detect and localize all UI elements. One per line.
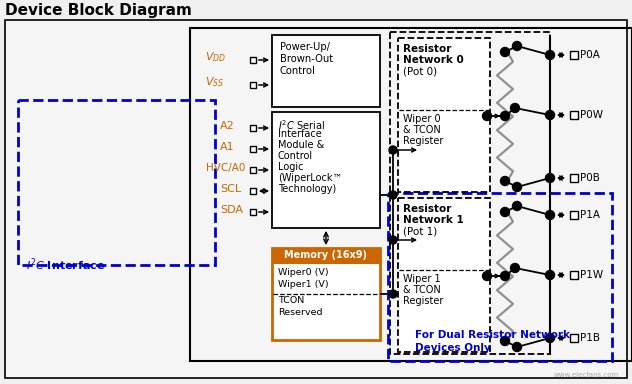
Text: (WiperLock™: (WiperLock™ <box>278 173 343 183</box>
Text: Control: Control <box>280 66 316 76</box>
Circle shape <box>482 111 492 121</box>
Text: Module &: Module & <box>278 140 324 150</box>
Circle shape <box>513 343 521 351</box>
Text: $V_{SS}$: $V_{SS}$ <box>205 75 224 89</box>
Circle shape <box>513 182 521 192</box>
Text: P0B: P0B <box>580 173 600 183</box>
Bar <box>388 193 612 361</box>
Bar <box>250 209 256 215</box>
Bar <box>570 271 578 279</box>
Text: (Pot 1): (Pot 1) <box>403 227 437 237</box>
Text: For Dual Resistor Network: For Dual Resistor Network <box>415 330 570 340</box>
Circle shape <box>545 111 554 119</box>
Text: Control: Control <box>278 151 313 161</box>
Circle shape <box>389 146 397 154</box>
Circle shape <box>513 41 521 51</box>
Bar <box>250 167 256 173</box>
Text: A1: A1 <box>220 142 234 152</box>
Bar <box>272 248 380 264</box>
Text: Devices Only: Devices Only <box>415 343 491 353</box>
Bar <box>398 38 490 192</box>
Text: TCON: TCON <box>278 296 304 305</box>
Text: Network 1: Network 1 <box>403 215 464 225</box>
Text: Wiper1 (V): Wiper1 (V) <box>278 280 329 289</box>
Bar <box>190 28 632 361</box>
Circle shape <box>389 290 397 298</box>
Text: Wiper 0: Wiper 0 <box>403 114 441 124</box>
Text: P0A: P0A <box>580 50 600 60</box>
Text: P0W: P0W <box>580 110 603 120</box>
Text: P1B: P1B <box>580 333 600 343</box>
Bar <box>570 111 578 119</box>
Text: Interface: Interface <box>278 129 322 139</box>
Circle shape <box>501 271 509 280</box>
Text: $I^2C$ Interface: $I^2C$ Interface <box>26 256 106 273</box>
Text: $V_{DD}$: $V_{DD}$ <box>205 50 226 64</box>
Text: (Pot 0): (Pot 0) <box>403 67 437 77</box>
Text: Reserved: Reserved <box>278 308 322 317</box>
Text: Logic: Logic <box>278 162 303 172</box>
Text: Resistor: Resistor <box>403 44 451 54</box>
Bar <box>570 334 578 342</box>
Bar <box>570 174 578 182</box>
Bar <box>250 125 256 131</box>
Bar <box>390 32 550 354</box>
Text: HVC/A0: HVC/A0 <box>206 163 245 173</box>
Bar <box>272 112 380 228</box>
Text: www.elecfans.com: www.elecfans.com <box>554 372 619 378</box>
Text: SCL: SCL <box>220 184 241 194</box>
Circle shape <box>389 236 397 244</box>
Text: Wiper0 (V): Wiper0 (V) <box>278 268 329 277</box>
Circle shape <box>545 210 554 220</box>
Circle shape <box>389 191 397 199</box>
Text: Register: Register <box>403 136 444 146</box>
Circle shape <box>501 336 509 346</box>
Text: A2: A2 <box>220 121 234 131</box>
Text: $I^2C$ Serial: $I^2C$ Serial <box>278 118 325 132</box>
Circle shape <box>501 48 509 56</box>
Text: Wiper 1: Wiper 1 <box>403 274 441 284</box>
Bar <box>250 57 256 63</box>
Circle shape <box>501 111 509 121</box>
Bar <box>250 146 256 152</box>
Circle shape <box>513 202 521 210</box>
Bar <box>398 198 490 352</box>
Circle shape <box>501 207 509 217</box>
Text: P1A: P1A <box>580 210 600 220</box>
Text: Device Block Diagram: Device Block Diagram <box>5 3 192 18</box>
Bar <box>18 100 215 265</box>
Circle shape <box>511 104 520 113</box>
Text: P1W: P1W <box>580 270 603 280</box>
Bar <box>250 188 256 194</box>
Circle shape <box>482 271 492 280</box>
Text: Power-Up/: Power-Up/ <box>280 42 330 52</box>
Bar <box>570 51 578 59</box>
Bar <box>570 211 578 219</box>
Text: SDA: SDA <box>220 205 243 215</box>
Circle shape <box>511 263 520 273</box>
Circle shape <box>545 51 554 60</box>
Text: Memory (16x9): Memory (16x9) <box>284 250 367 260</box>
Bar <box>250 82 256 88</box>
Circle shape <box>545 333 554 343</box>
Text: Network 0: Network 0 <box>403 55 464 65</box>
Text: Brown-Out: Brown-Out <box>280 54 333 64</box>
Text: Technology): Technology) <box>278 184 336 194</box>
Text: & TCON: & TCON <box>403 125 441 135</box>
Bar <box>272 35 380 107</box>
Text: & TCON: & TCON <box>403 285 441 295</box>
Text: Resistor: Resistor <box>403 204 451 214</box>
Circle shape <box>501 177 509 185</box>
Circle shape <box>545 174 554 182</box>
Circle shape <box>545 270 554 280</box>
Bar <box>272 248 380 340</box>
Text: Register: Register <box>403 296 444 306</box>
